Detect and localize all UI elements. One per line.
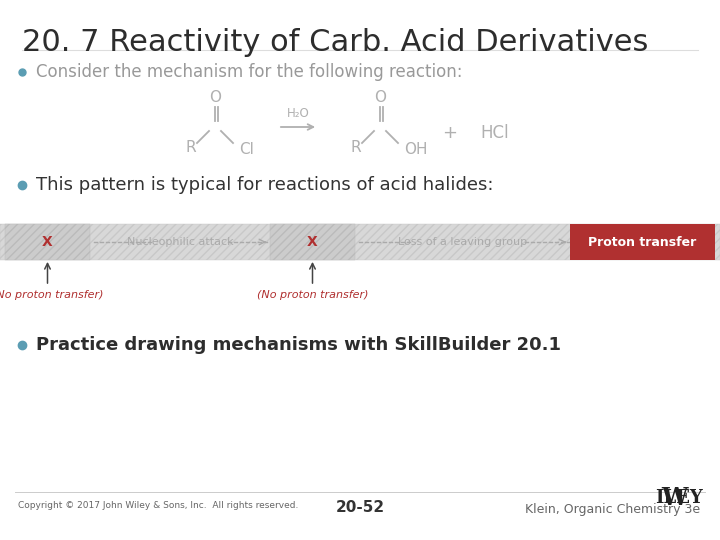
- Text: R: R: [351, 139, 361, 154]
- Text: +: +: [443, 124, 457, 142]
- Text: (No proton transfer): (No proton transfer): [0, 290, 103, 300]
- Text: H₂O: H₂O: [287, 107, 310, 120]
- Text: OH: OH: [404, 141, 428, 157]
- Text: Proton transfer: Proton transfer: [588, 235, 697, 248]
- Text: ILEY: ILEY: [655, 489, 703, 507]
- Text: O: O: [374, 90, 386, 105]
- Bar: [0, 224, 720, 260]
- Text: Practice drawing mechanisms with SkillBuilder 20.1: Practice drawing mechanisms with SkillBu…: [36, 336, 561, 354]
- Text: X: X: [42, 235, 53, 249]
- Bar: [270, 224, 355, 260]
- Text: R: R: [186, 139, 197, 154]
- Text: Nucleophilic attack: Nucleophilic attack: [127, 237, 233, 247]
- Bar: [5, 224, 90, 260]
- Text: Loss of a leaving group: Loss of a leaving group: [398, 237, 527, 247]
- Bar: [570, 224, 715, 260]
- Text: O: O: [209, 90, 221, 105]
- Text: This pattern is typical for reactions of acid halides:: This pattern is typical for reactions of…: [36, 176, 493, 194]
- Text: W: W: [662, 486, 688, 510]
- Text: Copyright © 2017 John Wiley & Sons, Inc.  All rights reserved.: Copyright © 2017 John Wiley & Sons, Inc.…: [18, 501, 298, 510]
- Text: 20. 7 Reactivity of Carb. Acid Derivatives: 20. 7 Reactivity of Carb. Acid Derivativ…: [22, 28, 649, 57]
- Text: (No proton transfer): (No proton transfer): [257, 290, 368, 300]
- Bar: [270, 224, 355, 260]
- Text: HCl: HCl: [480, 124, 508, 142]
- Text: 20-52: 20-52: [336, 500, 384, 515]
- Bar: [0, 224, 720, 260]
- Text: X: X: [307, 235, 318, 249]
- Text: Cl: Cl: [239, 141, 254, 157]
- Text: Klein, Organic Chemistry 3e: Klein, Organic Chemistry 3e: [525, 503, 700, 516]
- Bar: [5, 224, 90, 260]
- Text: Consider the mechanism for the following reaction:: Consider the mechanism for the following…: [36, 63, 462, 81]
